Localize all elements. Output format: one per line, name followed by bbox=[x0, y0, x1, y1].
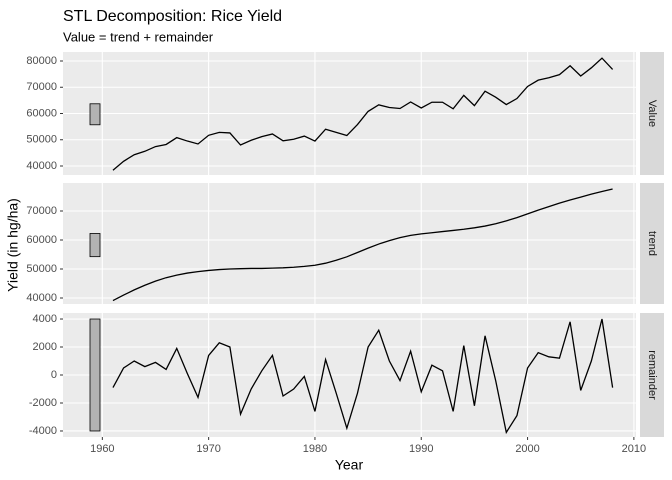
x-tick-label: 1960 bbox=[90, 443, 114, 455]
y-tick-label: 50000 bbox=[26, 134, 57, 146]
line bbox=[112, 188, 613, 302]
y-tick-label: 40000 bbox=[26, 160, 57, 172]
chart-title: STL Decomposition: Rice Yield bbox=[63, 8, 282, 25]
y-tick-label: 40000 bbox=[26, 292, 57, 304]
strip bbox=[640, 183, 664, 304]
strip-label: trend bbox=[646, 231, 658, 256]
x-axis-label: Year bbox=[335, 457, 364, 473]
x-tick-label: 2000 bbox=[515, 443, 539, 455]
y-tick-label: -4000 bbox=[29, 425, 57, 437]
x-tick-label: 2010 bbox=[622, 443, 646, 455]
x-tick-label: 1970 bbox=[196, 443, 220, 455]
panel-background bbox=[63, 183, 636, 304]
strip bbox=[640, 313, 664, 437]
scale-bar bbox=[89, 318, 101, 432]
y-tick-label: 70000 bbox=[26, 205, 57, 217]
strip-label: Value bbox=[646, 100, 658, 127]
line bbox=[112, 318, 614, 435]
y-axis-label: Yield (in hg/ha) bbox=[5, 198, 21, 292]
y-tick-label: 50000 bbox=[26, 263, 57, 275]
y-tick-label: 4000 bbox=[33, 313, 57, 325]
scale-bar bbox=[89, 103, 101, 126]
scale-bar bbox=[89, 233, 101, 258]
y-tick-label: 70000 bbox=[26, 81, 57, 93]
chart-subtitle: Value = trend + remainder bbox=[63, 29, 214, 44]
y-tick-label: 80000 bbox=[26, 55, 57, 67]
strip-label: remainder bbox=[646, 350, 658, 400]
x-tick-label: 1980 bbox=[303, 443, 327, 455]
y-tick-label: 0 bbox=[51, 369, 57, 381]
y-tick-label: 2000 bbox=[33, 341, 57, 353]
x-tick-label: 1990 bbox=[409, 443, 433, 455]
y-tick-label: 60000 bbox=[26, 107, 57, 119]
y-tick-label: -2000 bbox=[29, 397, 57, 409]
strip bbox=[640, 52, 664, 175]
y-tick-label: 60000 bbox=[26, 234, 57, 246]
line bbox=[112, 57, 614, 171]
